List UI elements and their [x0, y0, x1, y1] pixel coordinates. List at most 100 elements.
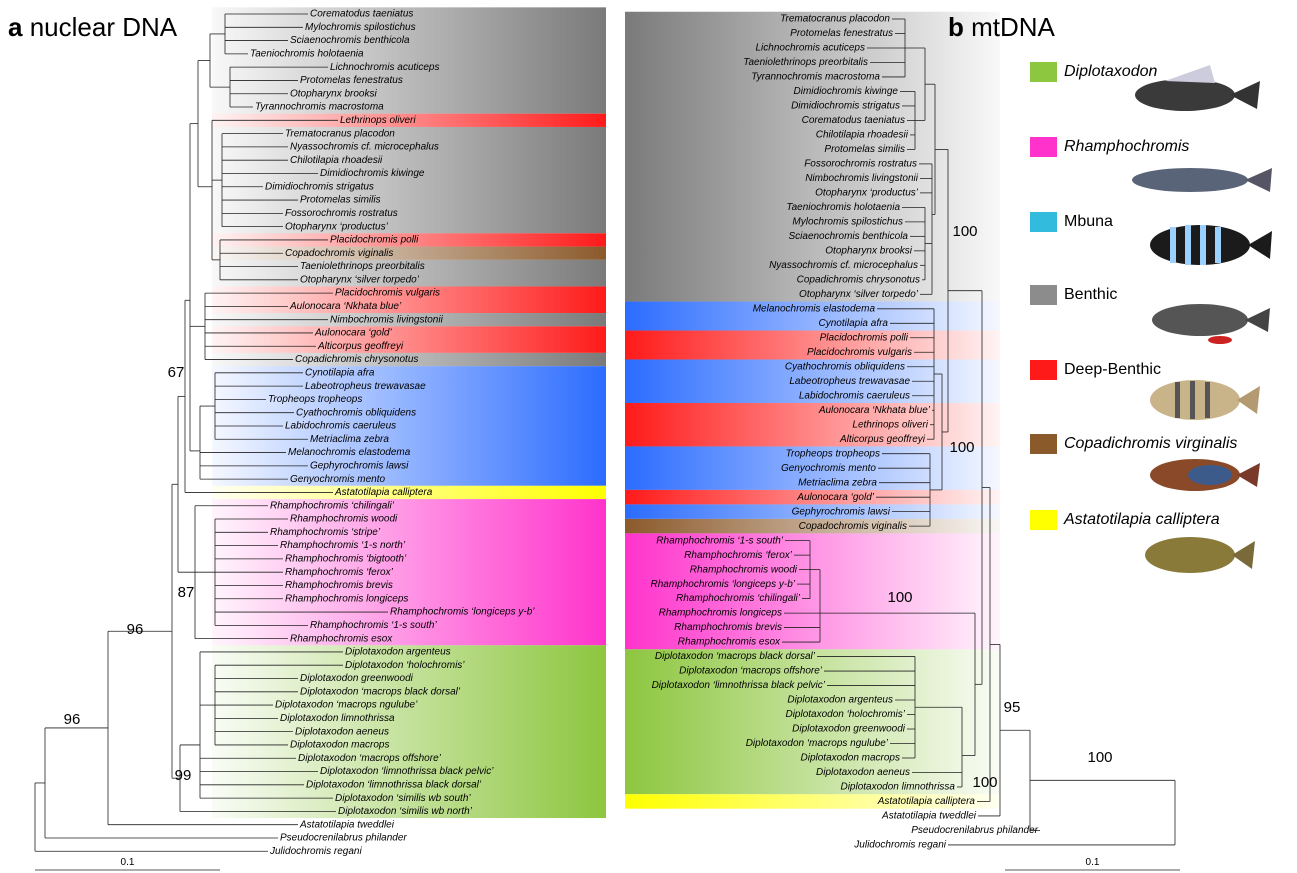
- taxon-label: Tyrannochromis macrostoma: [751, 72, 880, 83]
- taxon-label: Nimbochromis livingstonii: [805, 173, 919, 184]
- legend-swatch: [1030, 212, 1057, 232]
- legend-label: Astatotilapia calliptera: [1063, 511, 1220, 528]
- taxon-label: Cyathochromis obliquidens: [785, 361, 905, 372]
- legend-label: Benthic: [1064, 286, 1117, 303]
- taxon-label: Rhamphochromis woodi: [290, 514, 398, 525]
- taxon-label: Diplotaxodon ‘macrops offshore’: [298, 753, 442, 764]
- taxon-label: Labidochromis caeruleus: [799, 390, 910, 401]
- taxon-label: Rhamphochromis ‘chilingali’: [676, 593, 801, 604]
- legend-swatch: [1030, 434, 1057, 454]
- taxon-label: Pseudocrenilabrus philander: [280, 833, 407, 844]
- taxon-label: Rhamphochromis longiceps: [285, 593, 408, 604]
- taxon-label: Trematocranus placodon: [780, 14, 890, 25]
- panel-title: nuclear DNA: [30, 12, 178, 42]
- figure: Corematodus taeniatusMylochromis spilost…: [0, 0, 1297, 873]
- legend-swatch: [1030, 285, 1057, 305]
- support-value: 100: [949, 439, 974, 456]
- taxon-label: Rhamphochromis ‘longiceps y-b’: [390, 607, 535, 618]
- support-value: 100: [1087, 749, 1112, 766]
- panel-label: a: [8, 12, 23, 42]
- panel-a-title: a nuclear DNA: [8, 12, 178, 42]
- taxon-label: Rhamphochromis brevis: [674, 622, 782, 633]
- taxon-label: Dimidiochromis strigatus: [265, 181, 374, 192]
- taxon-label: Labidochromis caeruleus: [285, 421, 396, 432]
- taxon-label: Diplotaxodon ‘similis wb north’: [338, 806, 473, 817]
- taxon-label: Diplotaxodon ‘similis wb south’: [335, 793, 471, 804]
- legend-swatch: [1030, 510, 1057, 530]
- legend-swatch: [1030, 360, 1057, 380]
- taxon-label: Tyrannochromis macrostoma: [255, 102, 384, 113]
- scale-label: 0.1: [1086, 857, 1100, 868]
- taxon-label: Tropheops tropheops: [786, 448, 880, 459]
- taxon-label: Rhamphochromis esox: [678, 637, 781, 648]
- taxon-label: Taeniolethrinops preorbitalis: [300, 261, 425, 272]
- taxon-label: Protomelas fenestratus: [300, 75, 403, 86]
- taxon-label: Otopharynx brooksi: [290, 88, 377, 99]
- taxon-label: Rhamphochromis woodi: [690, 564, 798, 575]
- group-band: [625, 12, 1000, 302]
- legend-label: Diplotaxodon: [1064, 63, 1158, 80]
- taxon-label: Diplotaxodon ‘holochromis’: [345, 660, 465, 671]
- taxon-label: Diplotaxodon ‘limnothrissa black pelvic’: [652, 680, 826, 691]
- support-value: 87: [178, 584, 195, 601]
- taxon-label: Diplotaxodon argenteus: [345, 647, 451, 658]
- taxon-label: Julidochromis regani: [269, 846, 362, 857]
- taxon-label: Diplotaxodon ‘holochromis’: [785, 709, 905, 720]
- taxon-label: Taeniochromis holotaenia: [250, 49, 364, 60]
- taxon-label: Diplotaxodon macrops: [801, 753, 901, 764]
- taxon-label: Diplotaxodon aeneus: [816, 767, 910, 778]
- taxon-label: Metriaclima zebra: [798, 477, 877, 488]
- taxon-label: Protomelas similis: [300, 195, 381, 206]
- taxon-label: Cynotilapia afra: [305, 367, 375, 378]
- taxon-label: Julidochromis regani: [853, 840, 946, 851]
- taxon-label: Nyassochromis cf. microcephalus: [769, 260, 918, 271]
- taxon-label: Rhamphochromis longiceps: [659, 608, 782, 619]
- legend-label: Copadichromis virginalis: [1064, 435, 1237, 452]
- taxon-label: Astatotilapia calliptera: [877, 796, 976, 807]
- taxon-label: Copadochromis viginalis: [285, 248, 393, 259]
- taxon-label: Diplotaxodon ‘macrops offshore’: [679, 666, 823, 677]
- taxon-label: Aulonocara ‘Nkhata blue’: [818, 405, 931, 416]
- taxon-label: Diplotaxodon greenwoodi: [300, 673, 414, 684]
- taxon-label: Rhamphochromis ‘chilingali’: [270, 500, 395, 511]
- taxon-label: Lethrinops oliveri: [852, 419, 928, 430]
- scale-label: 0.1: [121, 857, 135, 868]
- taxon-label: Lichnochromis acuticeps: [330, 62, 440, 73]
- taxon-label: Astatotilapia tweddlei: [299, 819, 395, 830]
- taxon-label: Sciaenochromis benthicola: [788, 231, 908, 242]
- taxon-label: Copadochromis viginalis: [799, 521, 907, 532]
- taxon-label: Diplotaxodon ‘macrops black dorsal’: [655, 651, 816, 662]
- taxon-label: Protomelas similis: [824, 144, 905, 155]
- taxon-label: Otopharynx ‘productus’: [285, 221, 389, 232]
- taxon-label: Dimidiochromis kiwinge: [320, 168, 425, 179]
- taxon-label: Rhamphochromis ‘ferox’: [285, 567, 394, 578]
- taxon-label: Fossorochromis rostratus: [804, 159, 917, 170]
- legend-label: Mbuna: [1064, 213, 1113, 230]
- support-value: 67: [168, 364, 185, 381]
- taxon-label: Dimidiochromis strigatus: [791, 101, 900, 112]
- taxon-label: Alticorpus geoffreyi: [317, 341, 404, 352]
- taxon-label: Chilotilapia rhoadesii: [290, 155, 383, 166]
- taxon-label: Chilotilapia rhoadesii: [816, 130, 909, 141]
- taxon-label: Diplotaxodon argenteus: [787, 695, 893, 706]
- taxon-label: Rhamphochromis ‘bigtooth’: [285, 554, 407, 565]
- taxon-label: Diplotaxodon ‘limnothrissa black dorsal’: [306, 779, 482, 790]
- taxon-label: Labeotropheus trewavasae: [789, 376, 910, 387]
- legend-label: Rhamphochromis: [1064, 138, 1189, 155]
- taxon-label: Taeniochromis holotaenia: [786, 202, 900, 213]
- taxon-label: Copadichromis chrysonotus: [797, 274, 920, 285]
- taxon-label: Lethrinops oliveri: [340, 115, 416, 126]
- taxon-label: Cynotilapia afra: [819, 318, 889, 329]
- taxon-label: Aulonocara ‘gold’: [796, 492, 874, 503]
- taxon-label: Melanochromis elastodema: [753, 303, 876, 314]
- taxon-label: Placidochromis polli: [330, 235, 419, 246]
- taxon-label: Nyassochromis cf. microcephalus: [290, 142, 439, 153]
- taxon-label: Trematocranus placodon: [285, 128, 395, 139]
- support-value: 100: [887, 589, 912, 606]
- taxon-label: Diplotaxodon ‘macrops black dorsal’: [300, 686, 461, 697]
- taxon-label: Gephyrochromis lawsi: [792, 506, 891, 517]
- taxon-label: Diplotaxodon macrops: [290, 740, 390, 751]
- taxon-label: Rhamphochromis esox: [290, 633, 393, 644]
- taxon-label: Otopharynx ‘productus’: [815, 188, 919, 199]
- taxon-label: Diplotaxodon limnothrissa: [840, 782, 955, 793]
